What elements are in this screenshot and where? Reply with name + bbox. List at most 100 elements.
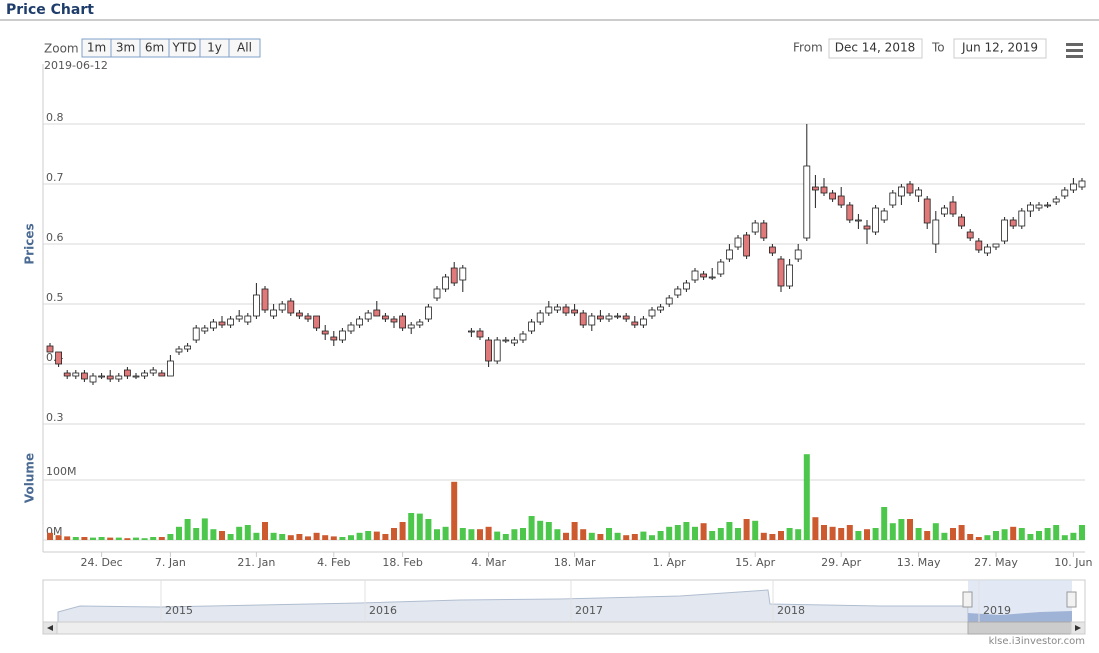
candle-body	[906, 183, 914, 194]
volume-bar	[692, 526, 698, 540]
widget-title: Price Chart	[6, 2, 94, 18]
volume-bar	[657, 531, 664, 540]
scrollbar[interactable]	[42, 621, 1086, 635]
volume-bar	[958, 525, 965, 540]
candle-body	[459, 267, 467, 281]
candle-body	[554, 306, 561, 311]
volume-bar	[984, 535, 991, 540]
volume-bar	[915, 528, 922, 540]
candle-body	[235, 315, 243, 320]
volume-bar	[425, 519, 432, 540]
to-date[interactable]: Jun 12, 2019	[961, 41, 1038, 55]
zoom-button-label[interactable]: All	[237, 41, 252, 55]
navigator-label: 2017	[575, 604, 603, 617]
candle-body	[932, 219, 940, 245]
candle-body	[141, 372, 149, 377]
volume-bar	[399, 522, 406, 540]
candle-body	[295, 312, 303, 317]
candle-body	[640, 318, 647, 326]
candle-body	[98, 375, 105, 378]
navigator-label: 2019	[983, 604, 1011, 617]
volume-bar	[167, 534, 174, 540]
volume-bar	[907, 519, 913, 540]
candle-body	[424, 306, 432, 320]
candle-body	[863, 225, 871, 230]
y-tick-label: 0.3	[46, 411, 64, 424]
volume-bar	[322, 535, 329, 540]
volume-bar	[1061, 535, 1068, 540]
candle-body	[81, 372, 88, 380]
volume-bar	[115, 537, 122, 540]
from-input[interactable]	[828, 38, 923, 59]
volume-bar	[236, 526, 243, 540]
volume-bar	[580, 529, 587, 540]
candle-body	[1078, 180, 1086, 188]
candle-body	[510, 339, 518, 344]
volume-bar	[812, 517, 819, 540]
candle-body	[313, 315, 321, 329]
candle-body	[751, 222, 759, 233]
candle-body	[261, 288, 269, 311]
to-input[interactable]	[953, 38, 1047, 59]
candle-body	[923, 198, 931, 224]
volume-bar	[889, 523, 896, 540]
volume-bar	[528, 516, 535, 540]
candle-body	[855, 219, 862, 222]
volume-bar	[176, 526, 182, 540]
candle-body	[949, 201, 957, 215]
x-tick-label: 29. Apr	[821, 556, 861, 569]
candle-body	[958, 216, 965, 227]
volume-bar	[81, 537, 88, 540]
candle-body	[373, 309, 381, 317]
candle-body	[158, 372, 166, 377]
zoom-button-label[interactable]: YTD	[172, 41, 197, 55]
candle-body	[760, 222, 768, 239]
volume-bar	[133, 537, 139, 540]
candle-body	[820, 186, 828, 194]
volume-bar	[72, 537, 79, 540]
zoom-button-label[interactable]: 3m	[116, 41, 135, 55]
candle-body	[898, 186, 905, 197]
zoom-button-label[interactable]: 1y	[207, 41, 222, 55]
volume-bar	[631, 534, 638, 540]
x-tick-label: 15. Apr	[735, 556, 775, 569]
candle-body	[536, 312, 544, 323]
zoom-button[interactable]	[228, 38, 261, 58]
volume-bar	[950, 528, 956, 540]
candle-body	[1070, 183, 1077, 191]
candle-body	[889, 192, 897, 206]
candle-body	[597, 315, 604, 320]
navigator-label: 2015	[165, 604, 193, 617]
volume-bar	[786, 528, 793, 540]
candle-body	[966, 231, 974, 239]
volume-bar	[313, 532, 320, 540]
candle-body	[648, 309, 656, 317]
candle-body	[381, 315, 389, 320]
zoom-button-label[interactable]: 6m	[145, 41, 164, 55]
zoom-button-label[interactable]: 1m	[87, 41, 106, 55]
candle-body	[467, 330, 475, 333]
candle-body	[657, 306, 664, 311]
candle-body	[614, 315, 621, 318]
volume-bar	[434, 529, 440, 540]
volume-bar	[666, 526, 673, 540]
menu-button[interactable]	[1066, 43, 1083, 58]
candle-body	[209, 321, 217, 329]
volume-bar	[563, 532, 569, 540]
volume-bar	[1079, 525, 1085, 540]
volume-bar	[227, 534, 234, 540]
volume-axis-title: Volume	[23, 453, 37, 503]
volume-bar	[201, 518, 208, 540]
volume-bar	[382, 534, 389, 540]
candle-body	[416, 321, 424, 326]
volume-bar	[98, 537, 105, 540]
volume-tick-label: 100M	[46, 465, 77, 478]
x-tick-label: 24. Dec	[80, 556, 122, 569]
from-date[interactable]: Dec 14, 2018	[835, 41, 915, 55]
candle-body	[124, 369, 131, 377]
volume-bar	[391, 528, 397, 540]
volume-bar	[752, 520, 759, 540]
candle-body	[794, 249, 802, 260]
candle-body	[562, 306, 570, 314]
volume-bar	[373, 531, 380, 540]
